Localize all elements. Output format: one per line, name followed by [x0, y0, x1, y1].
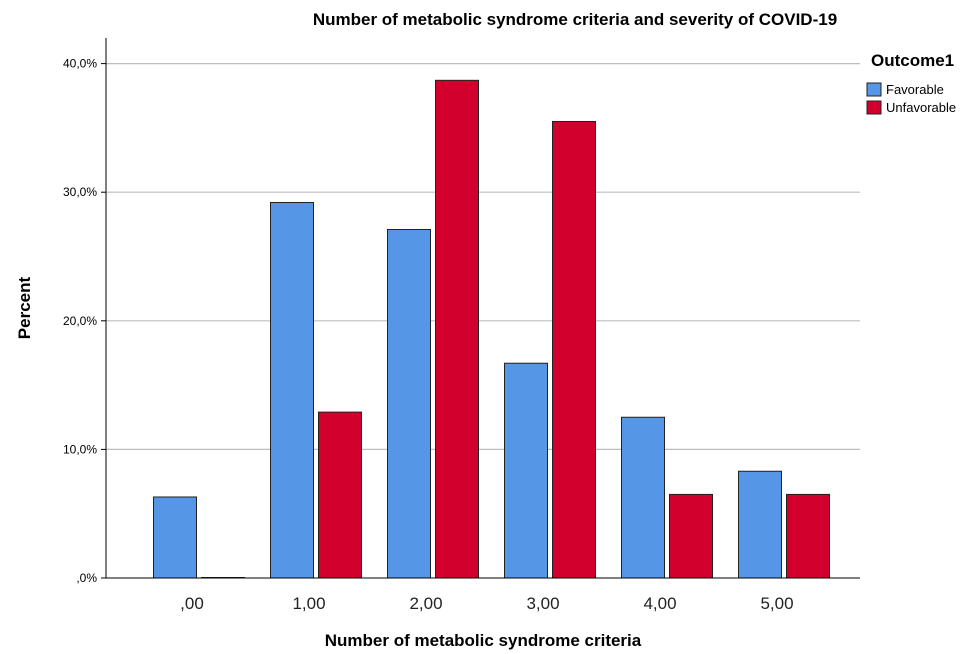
bar-favorable-3: [504, 362, 548, 579]
bar-favorable-4: [621, 416, 665, 579]
chart-title: Number of metabolic syndrome criteria an…: [313, 10, 837, 29]
x-tick-label: 4,00: [643, 594, 676, 613]
legend-label-favorable: Favorable: [886, 82, 944, 97]
y-tick-label: 30,0%: [63, 185, 97, 199]
legend-swatch-favorable: [866, 82, 882, 97]
x-tick-label: ,00: [180, 594, 204, 613]
bar-favorable-0: [153, 496, 197, 579]
bar-favorable-2: [387, 228, 431, 579]
y-tick-label: 10,0%: [63, 442, 97, 456]
x-axis-title: Number of metabolic syndrome criteria: [325, 631, 642, 650]
y-ticks: ,0% 10,0% 20,0% 30,0% 40,0%: [63, 57, 106, 585]
legend-title: Outcome1: [871, 51, 954, 70]
bars: [153, 79, 830, 579]
x-tick-label: 3,00: [526, 594, 559, 613]
x-tick-label: 1,00: [292, 594, 325, 613]
bar-unfavorable-3: [552, 120, 596, 579]
bar-favorable-1: [270, 201, 314, 579]
x-ticks: ,00 1,00 2,00 3,00 4,00 5,00: [180, 594, 793, 613]
y-tick-label: ,0%: [76, 571, 97, 585]
bar-unfavorable-5: [786, 493, 830, 579]
bar-favorable-5: [738, 470, 782, 579]
gridlines: [106, 62, 860, 450]
bar-unfavorable-2: [435, 79, 479, 579]
x-tick-label: 5,00: [760, 594, 793, 613]
legend-swatch-unfavorable: [866, 100, 882, 115]
y-axis-title: Percent: [15, 276, 34, 339]
legend: Outcome1 Favorable Unfavorable: [866, 51, 956, 115]
legend-label-unfavorable: Unfavorable: [886, 100, 956, 115]
bar-unfavorable-1: [318, 411, 362, 579]
x-tick-label: 2,00: [409, 594, 442, 613]
bar-unfavorable-4: [669, 493, 713, 579]
y-tick-label: 40,0%: [63, 57, 97, 71]
y-tick-label: 20,0%: [63, 314, 97, 328]
